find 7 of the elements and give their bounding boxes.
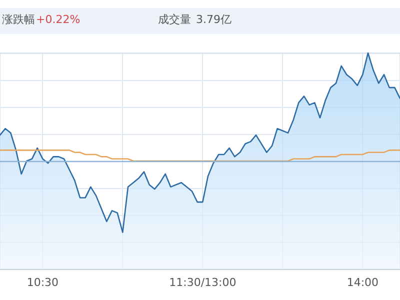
text: +0.22%: [36, 13, 80, 26]
text: 涨跌幅: [2, 13, 35, 26]
text: 成交量: [158, 13, 191, 26]
x-tick-label: 10:30: [26, 276, 59, 289]
text: 3.79亿: [196, 13, 232, 26]
x-tick-label: 11:30/13:00: [169, 276, 236, 289]
x-tick-label: 14:00: [346, 276, 379, 289]
